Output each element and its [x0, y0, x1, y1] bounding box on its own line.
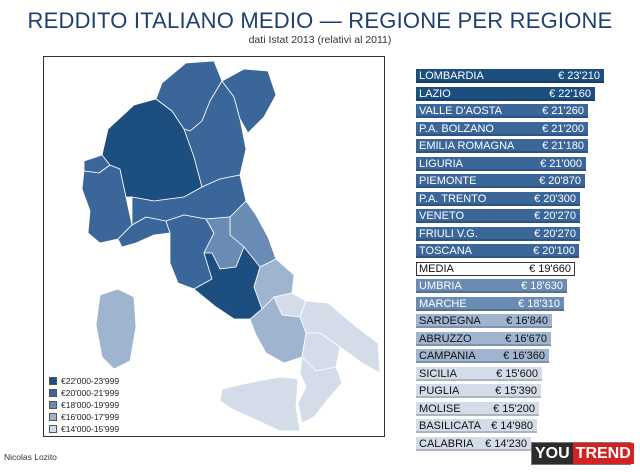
legend-item: €22'000-23'999 [49, 375, 119, 386]
bar-value-label: € 20'870 [539, 175, 581, 188]
region-friuli [221, 68, 277, 134]
legend-swatch [49, 424, 57, 433]
bar-puglia [416, 384, 541, 399]
legend-item: €20'000-21'999 [49, 387, 119, 398]
legend-swatch [49, 388, 57, 397]
legend-item: €16'000-17'999 [49, 411, 119, 422]
bar-valle-d-aosta [416, 104, 588, 119]
bar-value-label: € 22'160 [549, 87, 591, 100]
bar-value-label: € 15'390 [495, 385, 537, 398]
bar-value-label: € 16'360 [503, 350, 545, 363]
legend-swatch [49, 400, 57, 409]
bar-umbria [416, 279, 567, 294]
bar-category-label: SICILIA [419, 367, 457, 380]
legend-label: €16'000-17'999 [61, 411, 120, 422]
legend-label: €18'000-19'999 [61, 399, 120, 410]
bar-category-label: EMILIA ROMAGNA [419, 140, 515, 153]
bar-piemonte [416, 174, 585, 189]
bar-category-label: P.A. TRENTO [419, 192, 487, 205]
bar-category-label: SARDEGNA [419, 315, 481, 328]
bar-toscana [416, 244, 579, 259]
bar-media [416, 261, 575, 276]
bar-category-label: MOLISE [419, 402, 461, 415]
legend-swatch [49, 412, 57, 421]
bar-sardegna [416, 314, 552, 329]
bar-category-label: MEDIA [419, 262, 454, 275]
legend-label: €22'000-23'999 [61, 375, 120, 386]
bar-campania [416, 349, 549, 364]
region-lazio [193, 246, 263, 320]
bar-value-label: € 21'260 [542, 105, 584, 118]
bar-category-label: VENETO [419, 210, 465, 223]
bar-category-label: PIEMONTE [419, 175, 477, 188]
bar-value-label: € 14'980 [491, 420, 533, 433]
bar-value-label: € 21'200 [542, 122, 584, 135]
author-credit: Nicolas Lozito [4, 452, 57, 462]
bar-value-label: € 21'000 [540, 157, 582, 170]
chart-title: REDDITO ITALIANO MEDIO — REGIONE PER REG… [27, 8, 613, 33]
bar-value-label: € 23'210 [558, 70, 600, 82]
bar-category-label: BASILICATA [419, 420, 481, 433]
bar-value-label: € 20'270 [534, 210, 576, 223]
legend-label: €20'000-21'999 [61, 387, 120, 398]
map-legend: €22'000-23'999 €20'000-21'999 €18'000-19… [49, 375, 119, 435]
bar-value-label: € 20'270 [534, 227, 576, 240]
legend-item: €14'000-15'999 [49, 423, 119, 434]
bar-category-label: LAZIO [419, 87, 451, 100]
bar-sicilia [416, 366, 542, 381]
bar-value-label: € 16'840 [506, 315, 548, 328]
bar-value-label: € 14'230 [485, 437, 527, 450]
bar-p-a-trento [416, 191, 580, 206]
bar-value-label: € 18'630 [521, 280, 563, 293]
legend-label: €14'000-15'999 [61, 423, 120, 434]
logo-you: YOU [532, 443, 573, 464]
bar-category-label: CAMPANIA [419, 350, 476, 363]
chart-subtitle: dati Istat 2013 (relativi al 2011) [248, 34, 392, 46]
bar-basilicata [416, 419, 537, 434]
bar-value-label: € 18'310 [518, 297, 560, 310]
bar-value-label: € 15'600 [496, 367, 538, 380]
legend-swatch [49, 376, 57, 385]
bar-category-label: VALLE D'AOSTA [419, 105, 502, 118]
bar-lombardia [416, 69, 604, 83]
bar-marche [416, 296, 564, 311]
bar-category-label: PUGLIA [419, 385, 460, 398]
bar-calabria [416, 436, 531, 451]
bar-value-label: € 19'660 [529, 262, 571, 275]
bar-molise [416, 401, 539, 416]
bar-value-label: € 21'180 [542, 140, 584, 153]
italy-choropleth-map [81, 60, 381, 432]
bar-value-label: € 16'670 [505, 332, 547, 345]
bar-category-label: FRIULI V.G. [419, 227, 478, 240]
bar-friuli-v-g [416, 226, 580, 241]
bar-value-label: € 20'300 [534, 192, 576, 205]
bar-emilia-romagna [416, 139, 588, 154]
region-calabria [297, 356, 343, 424]
bar-category-label: MARCHE [419, 297, 467, 310]
bar-value-label: € 15'200 [493, 402, 535, 415]
bar-p-a-bolzano [416, 121, 588, 136]
bar-category-label: ABRUZZO [419, 332, 472, 345]
bar-veneto [416, 209, 580, 224]
bar-liguria [416, 156, 586, 171]
region-sardegna [95, 288, 137, 370]
bar-category-label: UMBRIA [419, 280, 462, 293]
bar-lazio [416, 86, 595, 101]
bar-category-label: CALABRIA [419, 437, 474, 450]
bar-category-label: LOMBARDIA [419, 70, 484, 82]
legend-item: €18'000-19'999 [49, 399, 119, 410]
youtrend-logo: YOU TREND [531, 442, 634, 465]
bar-category-label: LIGURIA [419, 157, 464, 170]
logo-trend: TREND [572, 443, 634, 464]
bar-value-label: € 20'100 [533, 245, 575, 258]
italy-map-panel: €22'000-23'999 €20'000-21'999 €18'000-19… [43, 56, 385, 437]
region-sicilia [219, 376, 301, 432]
bar-category-label: TOSCANA [419, 245, 472, 258]
bar-abruzzo [416, 331, 551, 346]
bar-category-label: P.A. BOLZANO [419, 122, 494, 135]
